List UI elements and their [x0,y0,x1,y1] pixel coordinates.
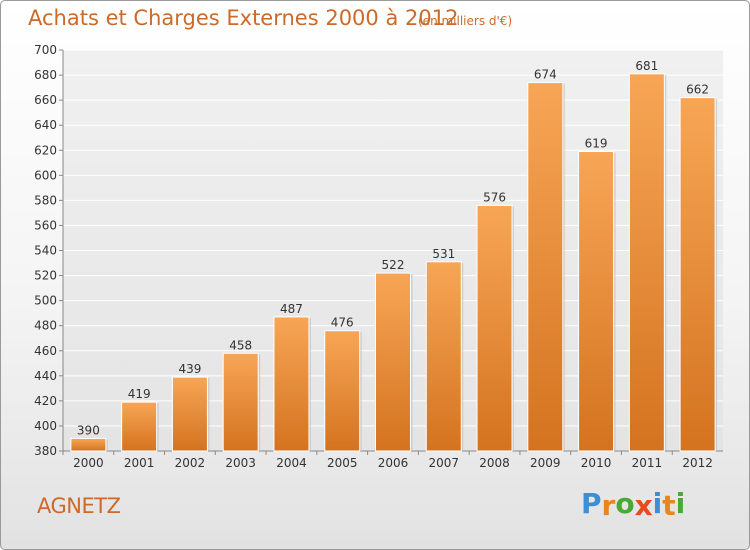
data-label: 439 [178,362,201,376]
y-tick-label: 640 [34,118,57,132]
x-tick-label: 2010 [581,456,612,470]
bar [425,261,462,452]
bar [628,73,665,452]
proxiti-logo: Proxiti [581,487,686,522]
y-tick-label: 600 [34,168,57,182]
bar [171,376,208,452]
x-tick-label: 2011 [632,456,663,470]
bar [578,151,615,452]
y-tick-label: 560 [34,218,57,232]
x-tick-label: 2000 [73,456,104,470]
data-label: 419 [128,387,151,401]
x-tick-label: 2003 [225,456,256,470]
bar [527,82,564,452]
x-tick-label: 2006 [378,456,409,470]
data-label: 681 [635,59,658,73]
y-tick-label: 520 [34,269,57,283]
bar [222,352,259,452]
data-label: 390 [77,423,100,437]
bar [679,97,716,452]
bar [273,316,310,452]
y-tick-label: 480 [34,319,57,333]
logo-letter: r [601,489,616,522]
logo-letter: t [662,489,676,522]
x-tick-label: 2005 [327,456,358,470]
x-tick-label: 2002 [175,456,206,470]
logo-letter: P [581,487,602,520]
data-label: 576 [483,190,506,204]
x-tick-label: 2001 [124,456,155,470]
data-label: 674 [534,68,557,82]
x-tick-label: 2009 [530,456,561,470]
logo-letter: i [652,487,663,520]
chart-title: Achats et Charges Externes 2000 à 2012 [28,6,459,30]
y-tick-label: 380 [34,444,57,458]
bar [121,401,158,452]
logo-letter: x [634,489,653,522]
x-tick-label: 2004 [276,456,307,470]
bar [324,330,361,452]
y-tick-label: 700 [34,43,57,57]
y-tick-label: 440 [34,369,57,383]
x-tick-label: 2007 [428,456,459,470]
data-label: 476 [331,316,354,330]
bar [375,272,411,452]
bar [476,204,513,452]
y-tick-label: 540 [34,244,57,258]
chart-unit: (en milliers d'€) [418,14,513,28]
y-tick-label: 420 [34,394,57,408]
logo-letter: o [615,487,635,520]
y-tick-label: 400 [34,419,57,433]
data-label: 619 [585,137,608,151]
data-label: 458 [229,338,252,352]
x-tick-label: 2008 [479,456,510,470]
y-tick-label: 680 [34,68,57,82]
data-label: 487 [280,302,303,316]
y-tick-label: 500 [34,294,57,308]
data-label: 531 [432,247,455,261]
commune-name: AGNETZ [37,494,121,518]
y-tick-label: 660 [34,93,57,107]
y-tick-label: 620 [34,143,57,157]
plot-area: 380 400 420 440 460 480 500 520 540 560 580 600 620 6… [34,43,723,470]
y-tick-label: 460 [34,344,57,358]
data-label: 522 [382,258,405,272]
logo-letter: i [675,487,686,520]
bar [70,437,107,452]
data-label: 662 [686,83,709,97]
x-tick-label: 2012 [682,456,713,470]
y-tick-label: 580 [34,193,57,207]
